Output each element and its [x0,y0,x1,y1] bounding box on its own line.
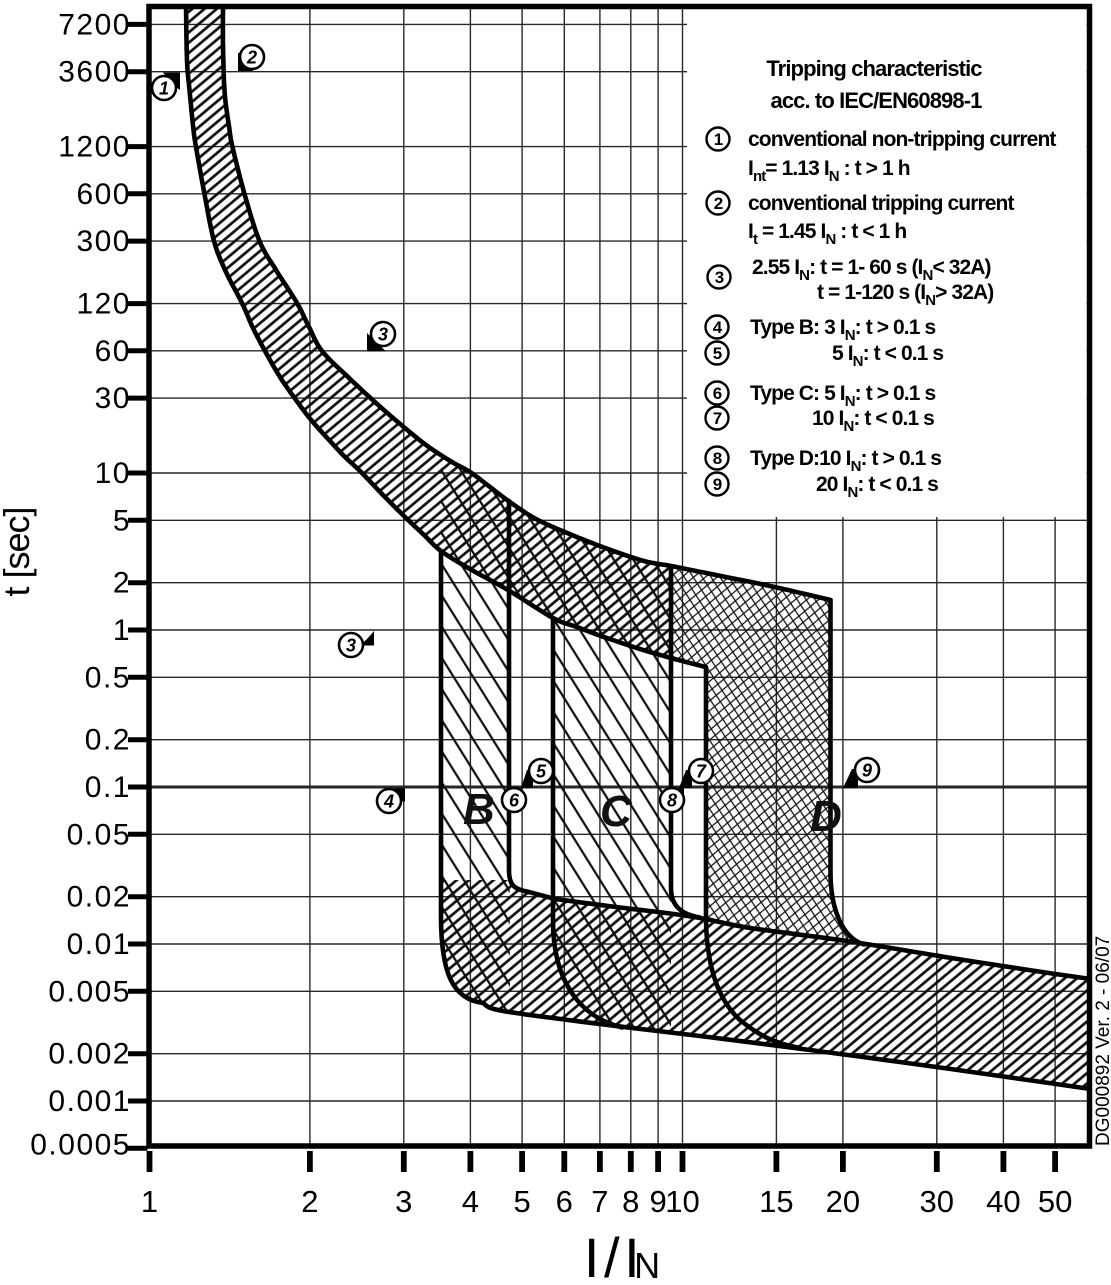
svg-text:7: 7 [713,409,722,428]
svg-text:9: 9 [649,1184,666,1219]
svg-text:30: 30 [95,382,131,415]
svg-text:120: 120 [76,288,131,321]
svg-text:0.002: 0.002 [48,1038,131,1071]
svg-text:10: 10 [95,457,131,490]
svg-text:9: 9 [862,761,872,781]
svg-text:1: 1 [159,79,169,99]
svg-text:9: 9 [713,475,722,494]
svg-text:10: 10 [665,1184,699,1219]
svg-text:5: 5 [513,1184,530,1219]
svg-text:2: 2 [113,567,131,600]
svg-text:3: 3 [715,268,724,287]
svg-text:2: 2 [301,1184,318,1219]
svg-text:3: 3 [395,1184,412,1219]
svg-text:1: 1 [113,614,131,647]
svg-text:30: 30 [920,1184,954,1219]
svg-text:5: 5 [536,762,547,782]
svg-text:7200: 7200 [58,8,131,41]
svg-text:4: 4 [383,792,394,812]
svg-text:6: 6 [556,1184,573,1219]
svg-text:50: 50 [1038,1184,1072,1219]
svg-text:7: 7 [591,1184,608,1219]
svg-text:600: 600 [76,178,131,211]
svg-text:40: 40 [986,1184,1020,1219]
svg-text:7: 7 [696,762,707,782]
svg-text:60: 60 [95,335,131,368]
svg-text:300: 300 [76,225,131,258]
svg-text:4: 4 [713,318,723,337]
svg-text:8: 8 [713,449,722,468]
svg-text:1: 1 [714,130,723,149]
svg-text:acc. to IEC/EN60898-1: acc. to IEC/EN60898-1 [771,88,983,113]
svg-text:5: 5 [713,344,722,363]
svg-text:20: 20 [826,1184,860,1219]
svg-text:3: 3 [378,325,388,345]
svg-text:5: 5 [113,504,131,537]
svg-text:2: 2 [714,194,723,213]
svg-text:6: 6 [713,384,722,403]
svg-text:6: 6 [509,791,520,811]
svg-text:conventional non-tripping curr: conventional non-tripping current [748,128,1056,151]
svg-text:8: 8 [622,1184,639,1219]
svg-text:Tripping characteristic: Tripping characteristic [766,56,982,81]
svg-text:conventional tripping current: conventional tripping current [748,192,1014,215]
svg-text:0.02: 0.02 [67,881,131,914]
svg-text:15: 15 [759,1184,793,1219]
svg-text:0.0005: 0.0005 [30,1128,131,1161]
svg-text:t [sec]: t [sec] [0,507,37,596]
svg-text:0.1: 0.1 [85,771,131,804]
svg-text:0.5: 0.5 [85,661,131,694]
svg-text:3: 3 [346,636,356,656]
svg-text:1: 1 [141,1184,158,1219]
svg-text:I / IN: I / IN [584,1226,660,1280]
svg-text:0.05: 0.05 [67,818,131,851]
svg-text:8: 8 [667,791,677,811]
svg-text:Type D:10 IN: t > 0.1 s: Type D:10 IN: t > 0.1 s [750,447,941,475]
svg-text:4: 4 [462,1184,479,1219]
svg-text:DG000892 Ver. 2 - 06/07: DG000892 Ver. 2 - 06/07 [1093,936,1111,1146]
svg-text:C: C [600,787,633,836]
svg-text:D: D [810,792,842,841]
svg-text:2: 2 [246,48,257,68]
svg-text:1200: 1200 [58,131,131,164]
svg-text:3600: 3600 [58,56,131,89]
svg-text:0.005: 0.005 [48,975,131,1008]
svg-text:0.01: 0.01 [67,928,131,961]
svg-text:B: B [463,785,495,834]
svg-text:0.001: 0.001 [48,1085,131,1118]
svg-text:0.2: 0.2 [85,724,131,757]
